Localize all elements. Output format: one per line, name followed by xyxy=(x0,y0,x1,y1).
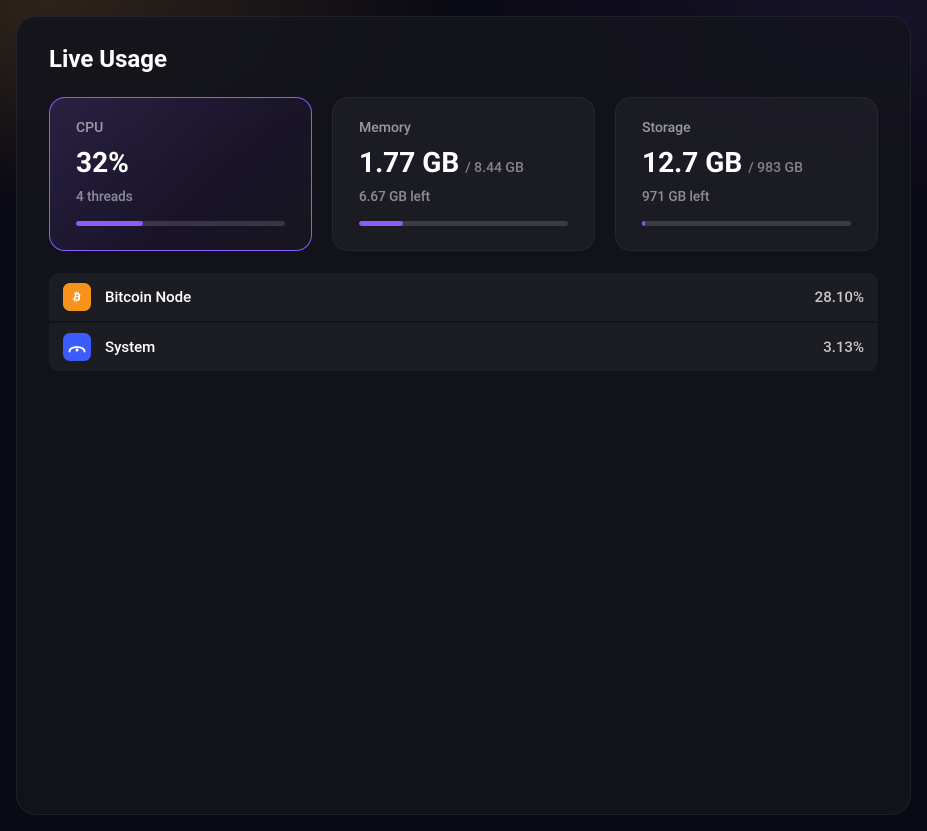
cpu-card[interactable]: CPU 32% 4 threads xyxy=(49,97,312,251)
system-icon xyxy=(63,333,91,361)
cpu-progress-track xyxy=(76,221,285,226)
storage-total: / 983 GB xyxy=(748,160,803,176)
cpu-progress-fill xyxy=(76,221,143,226)
memory-value: 1.77 GB xyxy=(359,146,459,179)
storage-progress-fill xyxy=(642,221,645,226)
storage-subtext: 971 GB left xyxy=(642,189,851,205)
process-value: 28.10% xyxy=(815,288,864,306)
process-name: Bitcoin Node xyxy=(105,288,801,306)
cpu-value: 32% xyxy=(76,146,129,179)
usage-cards: CPU 32% 4 threads Memory 1.77 GB / 8.44 … xyxy=(49,97,878,251)
process-row[interactable]: System 3.13% xyxy=(49,323,878,371)
process-name: System xyxy=(105,338,809,356)
live-usage-panel: Live Usage CPU 32% 4 threads Memory 1.77… xyxy=(16,16,911,815)
panel-title: Live Usage xyxy=(49,45,878,73)
storage-label: Storage xyxy=(642,120,851,136)
process-list: Bitcoin Node 28.10% System 3.13% xyxy=(49,273,878,371)
memory-subtext: 6.67 GB left xyxy=(359,189,568,205)
memory-progress-track xyxy=(359,221,568,226)
process-value: 3.13% xyxy=(823,338,864,356)
memory-progress-fill xyxy=(359,221,403,226)
cpu-label: CPU xyxy=(76,120,285,136)
storage-progress-track xyxy=(642,221,851,226)
bitcoin-icon xyxy=(63,283,91,311)
storage-value: 12.7 GB xyxy=(642,146,742,179)
storage-card[interactable]: Storage 12.7 GB / 983 GB 971 GB left xyxy=(615,97,878,251)
process-row[interactable]: Bitcoin Node 28.10% xyxy=(49,273,878,321)
memory-total: / 8.44 GB xyxy=(465,160,524,176)
memory-label: Memory xyxy=(359,120,568,136)
cpu-subtext: 4 threads xyxy=(76,189,285,205)
memory-card[interactable]: Memory 1.77 GB / 8.44 GB 6.67 GB left xyxy=(332,97,595,251)
